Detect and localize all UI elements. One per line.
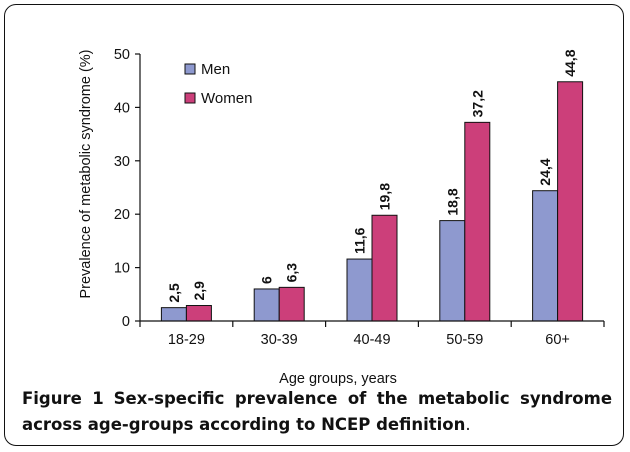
x-axis-label: Age groups, years	[279, 371, 397, 387]
y-tick-label-40: 40	[114, 100, 130, 116]
y-tick-label-20: 20	[114, 207, 130, 223]
y-tick-label-30: 30	[114, 154, 130, 170]
bar-women-50-59	[464, 121, 491, 322]
x-tick-label-50-59: 50-59	[446, 332, 483, 348]
bar-women-18-29	[185, 305, 212, 322]
x-tick-label-40-49: 40-49	[353, 332, 390, 348]
legend-swatch-men	[184, 63, 196, 75]
x-tick-label-18-29: 18-29	[168, 332, 205, 348]
x-tick-label-30-39: 30-39	[261, 332, 298, 348]
data-label-men-40-49: 11,6	[352, 227, 368, 254]
caption-text: Sex-specific prevalence of the metabolic…	[22, 389, 613, 434]
bar-chart: Prevalence of metabolic syndrome (%) Age…	[78, 47, 605, 387]
y-tick-label-50: 50	[114, 47, 130, 63]
figure-frame	[4, 4, 624, 446]
x-tick-label-60+: 60+	[545, 332, 570, 348]
y-tick-label-0: 0	[122, 314, 130, 330]
data-label-women-60+: 44,8	[562, 49, 578, 76]
bar-men-50-59	[439, 220, 466, 322]
bar-women-30-39	[278, 286, 305, 322]
legend-label-women: Women	[201, 90, 252, 107]
y-axis-label: Prevalence of metabolic syndrome (%)	[78, 49, 94, 298]
bars-layer: 2,5 2,9 6 6,3 11,6 19,8 18,8 37,2 24,4 44,8	[160, 49, 584, 322]
axes-layer: 0 10 20 30 40 50 18-29 30-39 40-49 50-59 60+	[114, 47, 605, 348]
y-tick-label-10: 10	[114, 261, 130, 277]
data-label-women-50-59: 37,2	[469, 90, 485, 117]
bar-men-30-39	[253, 288, 280, 322]
bar-men-60+	[532, 190, 559, 322]
data-label-women-30-39: 6,3	[284, 263, 300, 283]
bar-men-18-29	[160, 307, 187, 322]
data-label-men-18-29: 2,5	[166, 283, 182, 303]
bar-women-60+	[557, 81, 584, 322]
data-label-women-18-29: 2,9	[191, 281, 207, 301]
caption-end: .	[465, 415, 471, 434]
bar-men-40-49	[346, 258, 373, 322]
figure-label: Figure 1	[22, 389, 104, 408]
legend-label-men: Men	[201, 61, 230, 78]
data-label-men-50-59: 18,8	[444, 188, 460, 215]
legend-swatch-women	[184, 92, 196, 104]
figure-caption: Figure 1 Sex-specific prevalence of the …	[22, 386, 612, 438]
data-label-men-30-39: 6	[259, 276, 275, 284]
legend: Men Women	[184, 61, 252, 107]
data-label-men-60+: 24,4	[537, 158, 553, 185]
bar-women-40-49	[371, 214, 398, 322]
data-label-women-40-49: 19,8	[377, 183, 393, 210]
